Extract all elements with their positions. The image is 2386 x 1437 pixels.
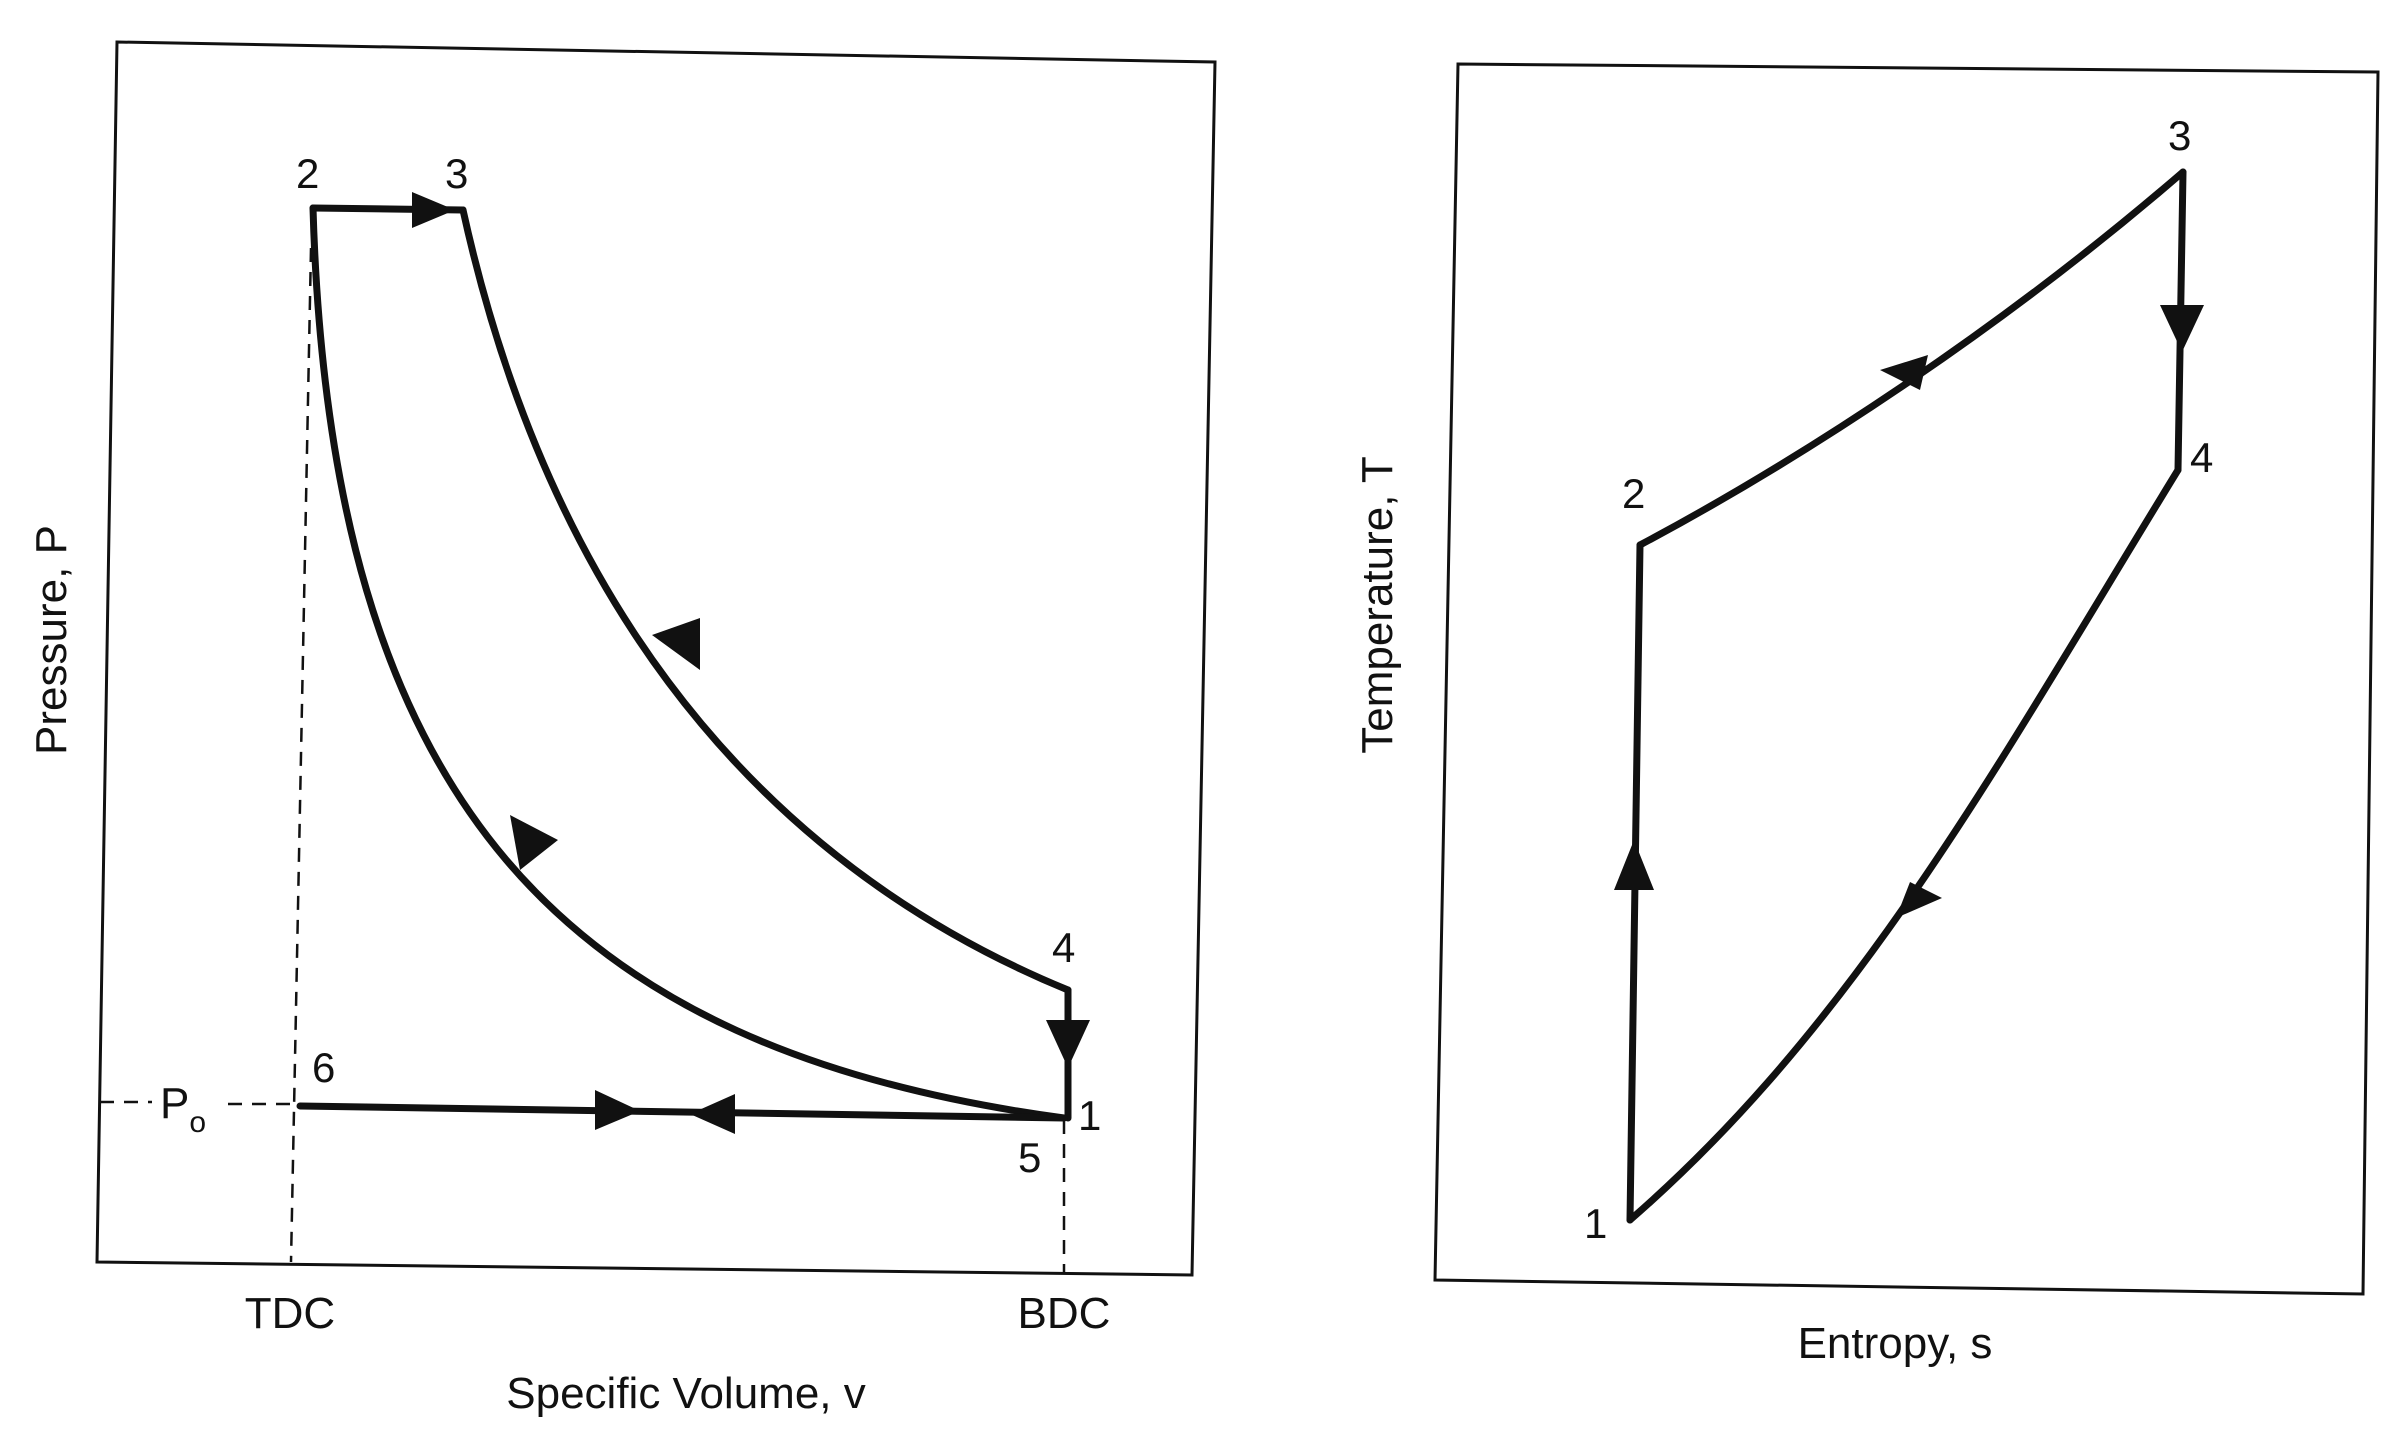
pv-process-3-4-expansion [459,206,1072,994]
arrow-intake-icon [595,1090,640,1130]
ts-arrow-2-3-icon [1880,355,1928,390]
pv-point-2-label: 2 [296,150,319,197]
arrow-exhaust-icon [690,1094,735,1134]
tdc-tick-label: TDC [245,1289,335,1338]
pv-process-6-1-intake-exhaust [296,1102,1068,1122]
pv-frame [95,40,1217,1277]
arrow-2-3-icon [412,192,455,228]
pv-x-axis-label: Specific Volume, v [506,1369,866,1418]
pv-y-axis-label: Pressure, P [27,525,76,755]
ts-point-2-label: 2 [1622,470,1645,517]
ts-arrow-1-2-icon [1614,840,1654,890]
ts-frame [1433,62,2380,1296]
tdc-dashed-line [289,247,313,1263]
pv-point-6-label: 6 [312,1044,335,1091]
ts-diagram: 3 2 4 1 Entropy, s Temperature, T [1353,62,2380,1368]
pv-process-1-2-compression [309,204,1068,1122]
ts-y-axis-label: Temperature, T [1353,456,1402,754]
pv-diagram: 2 3 4 6 1 5 Po TDC BDC Specific Volume, … [27,40,1217,1418]
ts-point-4-label: 4 [2190,434,2213,481]
pv-point-1-label: 1 [1078,1092,1101,1139]
ts-process-2-3-heat-addition [1636,168,2187,549]
arrow-1-2-icon [510,815,558,870]
ts-x-axis-label: Entropy, s [1798,1319,1993,1368]
bdc-tick-label: BDC [1018,1289,1111,1338]
arrow-4-1-icon [1046,1020,1090,1068]
ts-point-3-label: 3 [2168,112,2191,159]
pv-point-5-label: 5 [1018,1134,1041,1181]
ts-point-1-label: 1 [1584,1200,1607,1247]
ts-arrow-4-1-icon [1896,882,1942,918]
ts-process-4-1-heat-rejection [1626,466,2182,1224]
ts-arrow-3-4-icon [2160,305,2204,352]
pv-point-4-label: 4 [1052,924,1075,971]
pv-point-3-label: 3 [445,150,468,197]
arrow-3-4-icon [652,618,700,670]
p0-marker-label: Po [160,1079,206,1139]
